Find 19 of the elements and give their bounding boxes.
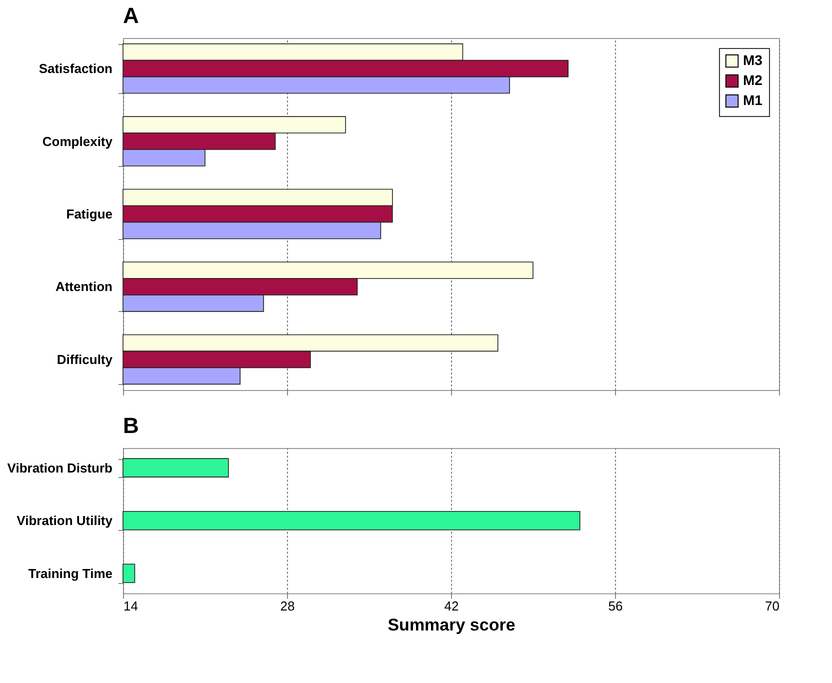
x-tick-label: 56 <box>608 598 623 614</box>
x-tick-label: 14 <box>124 598 138 614</box>
y-tick-label: Fatigue <box>66 206 112 222</box>
x-tick-label: 28 <box>280 598 295 614</box>
y-tick-label: Satisfaction <box>38 61 113 76</box>
x-tick-label: 70 <box>765 598 780 614</box>
y-tick-label: Vibration Disturb <box>7 460 113 476</box>
legend-label: M3 <box>743 52 763 68</box>
y-tick-label: Vibration Utility <box>16 513 114 528</box>
y-tick-label: Attention <box>55 279 113 294</box>
legend-label: M1 <box>743 92 763 108</box>
y-tick-label: Complexity <box>42 134 114 149</box>
chart-title: B <box>123 413 139 438</box>
y-tick-label: Difficulty <box>56 352 114 367</box>
x-axis-title: Summary score <box>388 616 516 635</box>
chart-title: A <box>123 3 139 28</box>
x-tick-label: 42 <box>444 598 459 614</box>
y-tick-label: Training Time <box>28 566 112 581</box>
legend-label: M2 <box>743 72 763 88</box>
